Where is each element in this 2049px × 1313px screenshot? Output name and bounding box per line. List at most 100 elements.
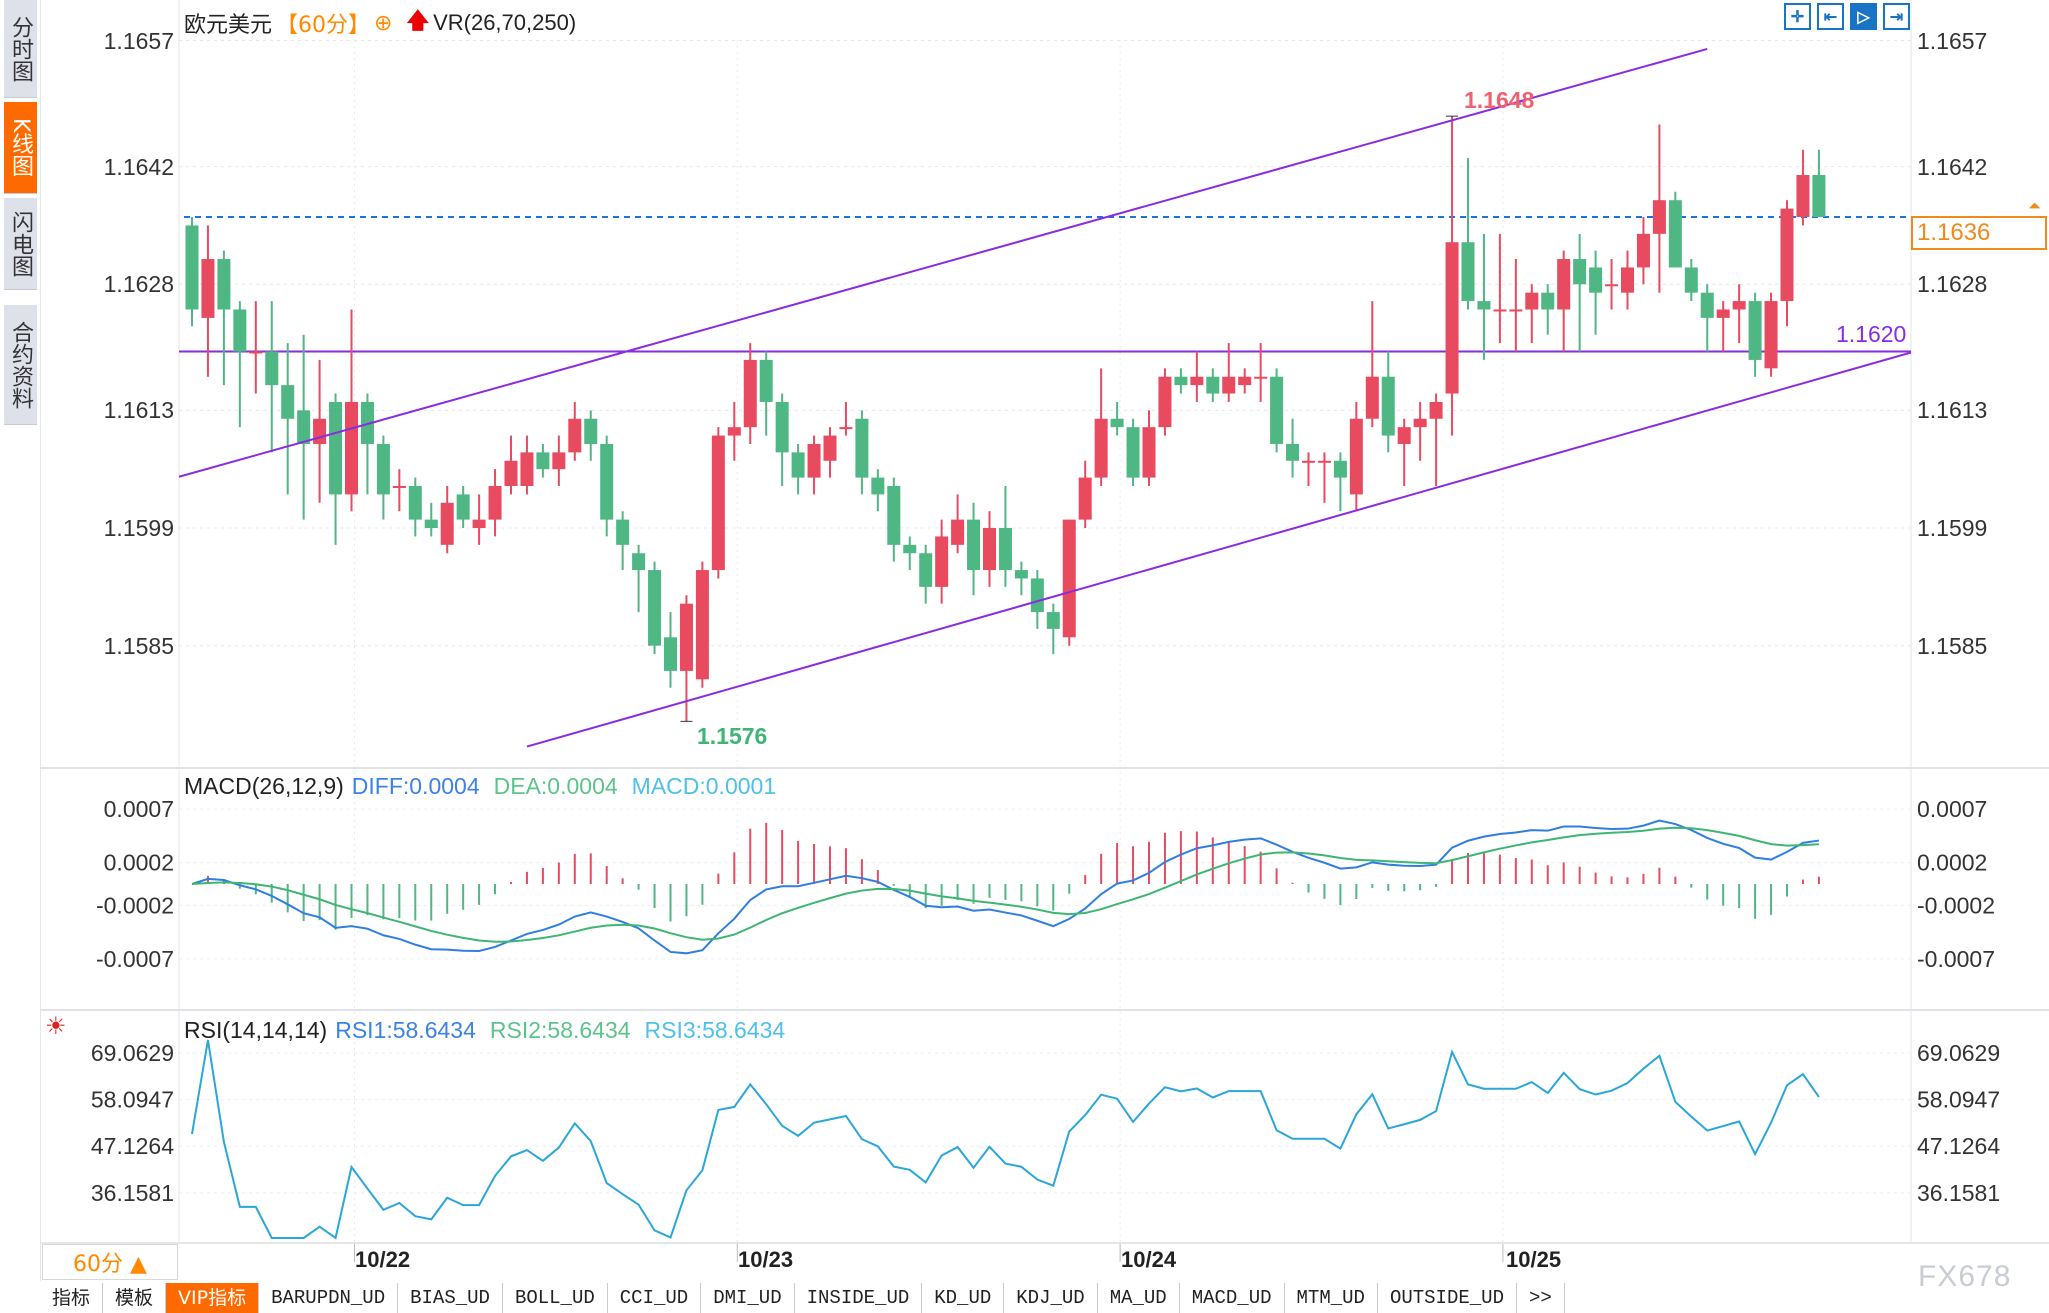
candle-down — [759, 359, 773, 402]
candle-up — [1621, 267, 1634, 293]
candle-down — [1126, 427, 1140, 478]
macd-diff-line — [191, 819, 1820, 955]
candle-up — [983, 528, 996, 571]
divider — [40, 0, 41, 1281]
candle-down — [1748, 301, 1762, 360]
candle-up — [727, 427, 741, 436]
candle-up — [1317, 460, 1331, 463]
candle-down — [424, 519, 438, 529]
tab-bias-ud[interactable]: BIAS_UD — [398, 1283, 503, 1313]
indicator-label[interactable]: VR(26,70,250) — [433, 10, 577, 35]
crosshair-icon[interactable]: ✛ — [1784, 3, 1811, 30]
sidebar-item-label: 分时图 — [8, 15, 33, 82]
candle-down — [1477, 301, 1491, 310]
tab-boll-ud[interactable]: BOLL_UD — [502, 1283, 608, 1313]
period-selector[interactable]: 60分 ▲ — [42, 1244, 178, 1280]
tab-barupdn-ud[interactable]: BARUPDN_UD — [259, 1283, 399, 1313]
candle-up — [1652, 200, 1666, 234]
period-label: 【60分】 — [276, 13, 371, 38]
price-tick-label: 1.1657 — [1917, 27, 1988, 54]
candle-up — [1413, 418, 1427, 428]
price-tick-label: 1.1628 — [1917, 271, 1988, 298]
candle-up — [1222, 376, 1236, 394]
macd-diff: DIFF:0.0004 — [351, 773, 480, 799]
candle-down — [1668, 200, 1682, 268]
candle-down — [1270, 376, 1284, 444]
sidebar-item-flash[interactable]: 闪电图 — [4, 198, 37, 290]
candle-down — [855, 418, 869, 478]
candle-up — [1302, 460, 1315, 463]
tab-macd-ud[interactable]: MACD_UD — [1179, 1283, 1285, 1313]
channel-upper-line — [178, 47, 1708, 478]
macd-header: MACD(26,12,9) DIFF:0.0004 DEA:0.0004 MAC… — [184, 773, 776, 800]
candle-up — [313, 418, 327, 444]
candle-up — [1190, 376, 1204, 386]
price-tick-label: 1.1642 — [1917, 153, 1988, 180]
price-tick-label: 1.1628 — [103, 271, 174, 298]
candle-up — [552, 452, 566, 470]
sidebar-item-kline[interactable]: K线图 — [4, 102, 37, 194]
macd-dea-line — [191, 826, 1819, 943]
sidebar-item-label: 闪电图 — [8, 210, 33, 277]
symbol-name: 欧元美元 — [184, 13, 273, 38]
tab-vip-[interactable]: VIP指标 — [166, 1283, 260, 1313]
candle-up — [935, 536, 949, 587]
tab-cci-ud[interactable]: CCI_UD — [607, 1283, 702, 1313]
candle-down — [233, 309, 247, 352]
candle-up — [743, 359, 757, 428]
candle-up — [520, 452, 534, 486]
candle-up — [568, 418, 582, 453]
candle-up — [1493, 309, 1507, 312]
sidebar-item-timeshare[interactable]: 分时图 — [4, 0, 37, 98]
zoom-left-icon[interactable]: ⇤ — [1817, 3, 1844, 30]
candle-up — [1525, 292, 1539, 310]
rsi-title: RSI(14,14,14) — [184, 1017, 328, 1043]
candle-up — [249, 351, 263, 354]
low-price-annotation: 1.1576 — [697, 723, 768, 749]
rsi-tick-label: 36.1581 — [1917, 1180, 2000, 1206]
candle-up — [504, 460, 518, 486]
candle-up — [488, 485, 502, 520]
candle-down — [1589, 267, 1603, 293]
candle-up — [1557, 259, 1571, 310]
candle-down — [887, 485, 901, 545]
candle-down — [376, 443, 390, 495]
candle-up — [1062, 519, 1076, 638]
rsi-settings-icon[interactable]: ☀ — [45, 1013, 67, 1040]
price-tick-label: 1.1657 — [103, 27, 174, 54]
tab-ma-ud[interactable]: MA_UD — [1097, 1283, 1180, 1313]
candle-down — [297, 410, 311, 444]
tab-outside-ud[interactable]: OUTSIDE_UD — [1377, 1283, 1517, 1313]
price-tick-label: 1.1599 — [1917, 515, 1988, 542]
candle-up — [839, 427, 853, 430]
candle-up — [201, 259, 215, 318]
candle-up — [1636, 233, 1650, 268]
sidebar-item-label: 合约资料 — [8, 320, 33, 409]
tab--[interactable]: 指标 — [40, 1283, 104, 1313]
tab-kd-ud[interactable]: KD_UD — [922, 1283, 1005, 1313]
rsi-tick-label: 47.1264 — [91, 1133, 174, 1159]
tab-dmi-ud[interactable]: DMI_UD — [701, 1283, 795, 1313]
tab--[interactable]: >> — [1516, 1283, 1565, 1313]
candle-up — [440, 502, 454, 545]
rsi2-value: RSI2:58.6434 — [489, 1017, 631, 1043]
candle-up — [1158, 376, 1172, 428]
zoom-right-icon[interactable]: ▷ — [1850, 3, 1877, 30]
tab--[interactable]: 模板 — [103, 1283, 167, 1313]
candle-up — [1732, 301, 1746, 310]
candle-down — [1110, 418, 1124, 428]
sidebar-item-contract-info[interactable]: 合约资料 — [4, 305, 37, 425]
add-icon[interactable]: ⊕ — [374, 10, 393, 36]
macd-tick-label: 0.0002 — [104, 850, 174, 876]
candle-up — [1764, 301, 1778, 369]
tab-kdj-ud[interactable]: KDJ_UD — [1004, 1283, 1098, 1313]
move-right-icon[interactable]: ⇥ — [1883, 3, 1910, 30]
candle-up — [823, 435, 837, 461]
candle-down — [1541, 292, 1555, 310]
candle-down — [329, 401, 343, 495]
tab-mtm-ud[interactable]: MTM_UD — [1284, 1283, 1378, 1313]
scroll-up-icon[interactable]: ⏶ — [2028, 198, 2041, 215]
candle-down — [919, 553, 933, 587]
tab-inside-ud[interactable]: INSIDE_UD — [794, 1283, 923, 1313]
